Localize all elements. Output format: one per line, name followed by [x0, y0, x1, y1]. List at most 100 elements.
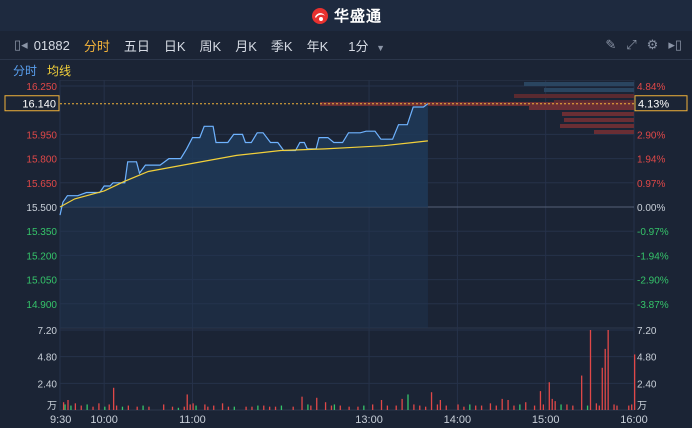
- volume-bar: [80, 405, 82, 410]
- volume-bar: [348, 406, 350, 410]
- volume-bar: [221, 403, 224, 410]
- avg-line-label[interactable]: 均线: [47, 63, 72, 78]
- depth-bar: [564, 118, 634, 122]
- volume-bar: [395, 405, 397, 410]
- volume-bar: [171, 406, 174, 410]
- volume-bar: [280, 405, 283, 410]
- stock-code: 01882: [33, 37, 70, 53]
- volume-bar: [324, 402, 327, 410]
- volume-bar: [263, 405, 265, 410]
- expand-icon[interactable]: ⤢: [626, 37, 637, 52]
- volume-bar: [74, 403, 77, 410]
- time-tick-label: 13:00: [355, 414, 383, 426]
- depth-bar: [529, 106, 634, 110]
- settings-icon[interactable]: ⚙: [646, 37, 659, 52]
- volume-bar: [67, 400, 69, 410]
- volume-bar: [92, 406, 94, 410]
- tab-monthly-k[interactable]: 月K: [235, 38, 257, 54]
- volume-bar: [601, 367, 603, 410]
- volume-bar: [127, 405, 130, 410]
- volume-bar: [616, 405, 618, 410]
- volume-bar: [548, 382, 550, 410]
- current-pct-label: 4.13%: [638, 99, 669, 111]
- volume-bar: [380, 400, 383, 410]
- volume-bar: [245, 406, 247, 410]
- volume-bar: [581, 375, 583, 410]
- volume-bar: [445, 405, 447, 410]
- volume-bar: [560, 404, 562, 410]
- current-price-label: 16.140: [22, 99, 56, 111]
- volume-bar: [339, 405, 341, 410]
- volume-bar: [407, 394, 409, 410]
- volume-bar: [607, 330, 609, 410]
- volume-bar: [333, 404, 336, 410]
- volume-bar: [386, 405, 389, 410]
- tab-intraday[interactable]: 分时: [83, 38, 110, 54]
- volume-bar: [257, 405, 259, 410]
- avg-line: [59, 140, 428, 208]
- time-tick-label: 11:00: [179, 414, 206, 426]
- depth-bar: [544, 88, 634, 92]
- volume-bar: [86, 404, 88, 410]
- percent-tick-label: -2.90%: [637, 276, 669, 287]
- volume-bar: [70, 405, 72, 410]
- volume-bar: [233, 406, 235, 410]
- volume-bar: [613, 404, 615, 410]
- volume-bar: [419, 405, 421, 410]
- volume-bar: [401, 398, 403, 410]
- volume-bar: [595, 403, 598, 410]
- volume-tick-label-right: 7.20: [637, 326, 657, 337]
- toolbar: ▯◂ 01882 分时 五日 日K 周K 月K 季K 年K 1分 ▼ ✎ ⤢ ⚙…: [0, 31, 692, 60]
- tab-quarterly-k[interactable]: 季K: [270, 38, 293, 54]
- percent-axis-labels: 4.84% 2.90% 1.94% 0.97% 0.00% -0.97% -1.94% -2.…: [637, 82, 669, 311]
- percent-tick-label: -0.97%: [637, 227, 669, 238]
- volume-bar: [475, 405, 477, 410]
- volume-bar: [186, 394, 188, 410]
- volume-unit-left: 万: [47, 401, 57, 412]
- interval-select[interactable]: 1分 ▼: [348, 36, 385, 55]
- price-area-lower: [60, 207, 428, 328]
- price-area-fill: [60, 103, 428, 216]
- volume-bar: [589, 330, 592, 410]
- intraday-chart[interactable]: 16.250 15.950 15.800 15.650 15.500 15.350 15.2…: [0, 80, 692, 428]
- tab-daily-k[interactable]: 日K: [163, 38, 186, 54]
- volume-bar: [292, 406, 294, 410]
- sidebar-toggle-icon[interactable]: ▯◂: [14, 37, 28, 52]
- depth-bar: [560, 124, 634, 128]
- time-axis-labels: 9:30 10:00 11:00 13:00 14:00 15:00 16:00: [50, 414, 648, 426]
- volume-bar: [112, 387, 115, 410]
- price-tick-label: 15.800: [26, 155, 57, 166]
- volume-bar: [586, 405, 589, 410]
- volume-bar: [457, 404, 459, 410]
- volume-panel-border: [59, 329, 635, 411]
- brand-name: 华盛通: [333, 8, 382, 25]
- volume-tick-label-right: 4.80: [637, 353, 657, 364]
- depth-bar: [594, 130, 634, 134]
- volume-bar: [307, 404, 309, 410]
- tab-weekly-k[interactable]: 周K: [199, 38, 222, 54]
- tab-yearly-k[interactable]: 年K: [306, 38, 329, 54]
- volume-unit-right: 万: [637, 401, 647, 412]
- percent-tick-label: -3.87%: [637, 300, 669, 311]
- price-area: [60, 103, 428, 328]
- collapse-icon[interactable]: ▸▯: [668, 37, 682, 52]
- price-tick-label: 15.200: [26, 251, 57, 262]
- price-tick-label: 15.650: [26, 179, 57, 190]
- mode-label[interactable]: 分时: [13, 63, 38, 78]
- chart-lines: [59, 103, 429, 216]
- volume-bar: [301, 396, 303, 410]
- volume-bar: [195, 405, 197, 410]
- volume-bar: [251, 406, 253, 410]
- volume-bar: [104, 406, 106, 410]
- pencil-icon[interactable]: ✎: [605, 37, 617, 52]
- volume-bar: [519, 404, 521, 410]
- percent-tick-label: 0.00%: [637, 203, 665, 214]
- volume-bar: [227, 406, 230, 410]
- price-tick-label: 15.950: [26, 130, 57, 141]
- time-tick-label: 10:00: [90, 414, 118, 426]
- volume-bar: [142, 405, 144, 410]
- volume-bar: [413, 404, 415, 410]
- volume-axis-labels: 7.20 7.20 4.80 4.80 2.40 2.40 万 万: [38, 326, 657, 412]
- volume-bar: [463, 406, 465, 410]
- tab-five-day[interactable]: 五日: [123, 38, 150, 54]
